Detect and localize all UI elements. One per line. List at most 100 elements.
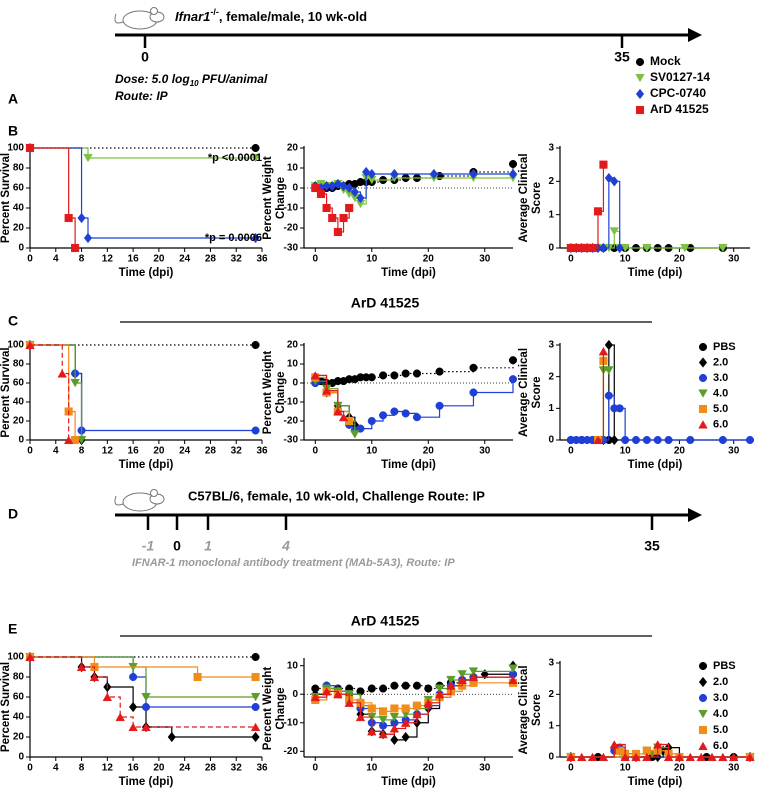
y-tick-label: 3 xyxy=(548,143,554,154)
y-tick-label: -30 xyxy=(284,435,299,446)
timeline-description: C57BL/6, female, 10 wk-old, Challenge Ro… xyxy=(188,488,485,503)
data-point xyxy=(311,183,320,193)
y-axis-title: Percent Weight xyxy=(262,351,274,435)
x-axis-title: Time (dpi) xyxy=(119,459,174,471)
y-tick-label: 20 xyxy=(13,416,25,427)
data-point xyxy=(141,702,151,712)
data-point xyxy=(250,692,261,702)
data-point xyxy=(469,168,478,180)
data-point xyxy=(434,684,445,693)
data-point xyxy=(251,143,260,153)
data-point xyxy=(401,681,410,690)
data-point xyxy=(401,369,410,378)
x-tick-label: 8 xyxy=(79,763,85,774)
series-line xyxy=(570,164,605,249)
data-point xyxy=(446,681,456,690)
x-tick-label: 20 xyxy=(153,254,165,265)
legend-label: 4.0 xyxy=(713,708,728,720)
y-axis-title: Average Clinical xyxy=(518,665,530,754)
x-axis-title: Time (dpi) xyxy=(119,776,174,788)
x-tick-label: 32 xyxy=(231,254,243,265)
data-point xyxy=(674,752,685,762)
data-point xyxy=(745,435,755,445)
series-line xyxy=(30,344,83,440)
timeline-subject: Ifnar1-/-, female/male, 10 wk-old xyxy=(175,7,367,24)
legend-label: 4.0 xyxy=(713,387,728,399)
dose-suffix: PFU/animal xyxy=(199,72,268,86)
data-point xyxy=(389,713,400,722)
data-point xyxy=(77,212,86,224)
y-tick-label: 0 xyxy=(548,435,554,446)
data-point xyxy=(63,435,74,445)
route: Route: IP xyxy=(115,89,169,103)
x-tick-label: 28 xyxy=(205,254,217,265)
data-point xyxy=(367,684,376,693)
y-tick-label: -20 xyxy=(284,416,299,427)
legend-marker xyxy=(698,357,708,368)
dose-subscript: 10 xyxy=(190,79,199,88)
data-point xyxy=(621,435,630,445)
data-point xyxy=(446,675,456,685)
data-point xyxy=(141,722,151,732)
legend-marker xyxy=(698,709,708,719)
data-point xyxy=(604,172,613,184)
y-tick-label: 0 xyxy=(292,183,298,194)
data-point xyxy=(339,180,348,192)
data-point xyxy=(424,684,433,693)
series-line xyxy=(30,656,256,678)
legend-label: Mock xyxy=(650,54,681,68)
x-tick-label: 36 xyxy=(256,763,268,774)
y-tick-label: 0 xyxy=(548,243,554,254)
data-point xyxy=(389,724,400,733)
data-point xyxy=(390,407,399,416)
x-axis-title: Time (dpi) xyxy=(628,267,683,279)
data-point xyxy=(390,168,399,180)
x-tick-label: 30 xyxy=(728,763,740,774)
data-point xyxy=(390,681,399,690)
data-point xyxy=(685,752,696,762)
data-point xyxy=(251,652,260,662)
mouse-icon xyxy=(114,489,165,512)
x-tick-label: 24 xyxy=(179,254,191,265)
y-axis-title: Score xyxy=(531,377,543,409)
data-point xyxy=(333,407,343,416)
data-point xyxy=(718,243,728,253)
series-line xyxy=(30,147,76,248)
data-point xyxy=(566,752,576,762)
data-point xyxy=(367,704,376,713)
data-point xyxy=(457,670,467,679)
data-point xyxy=(115,712,125,722)
x-tick-label: 0 xyxy=(27,254,33,265)
y-tick-label: -20 xyxy=(284,746,299,757)
legend-marker xyxy=(635,73,645,83)
y-tick-label: 3 xyxy=(548,340,554,351)
legend-label: 2.0 xyxy=(713,356,728,368)
data-point xyxy=(379,371,388,380)
y-tick-label: 0 xyxy=(292,378,298,389)
y-axis-title: Change xyxy=(275,177,287,219)
data-point xyxy=(401,731,410,743)
y-tick-label: 20 xyxy=(13,732,25,743)
y-tick-label: 0 xyxy=(292,689,298,700)
legend-marker xyxy=(698,342,708,352)
data-point xyxy=(435,367,444,376)
x-tick-label: 0 xyxy=(27,763,33,774)
x-tick-label: 20 xyxy=(674,254,686,265)
y-tick-label: 0 xyxy=(18,752,24,763)
x-tick-label: 0 xyxy=(568,763,574,774)
data-point xyxy=(89,672,100,682)
x-tick-label: 4 xyxy=(53,763,59,774)
y-tick-label: 0 xyxy=(18,435,24,446)
data-point xyxy=(631,752,641,762)
data-point xyxy=(390,704,399,713)
data-point xyxy=(434,689,445,699)
data-point xyxy=(599,160,608,169)
data-point xyxy=(615,404,624,413)
arrowhead xyxy=(688,508,702,522)
data-point xyxy=(631,435,641,445)
y-tick-label: 0 xyxy=(548,752,554,763)
legend-label: ArD 41525 xyxy=(650,102,709,116)
data-point xyxy=(356,192,365,204)
x-tick-label: 12 xyxy=(102,763,114,774)
data-point xyxy=(508,168,518,180)
